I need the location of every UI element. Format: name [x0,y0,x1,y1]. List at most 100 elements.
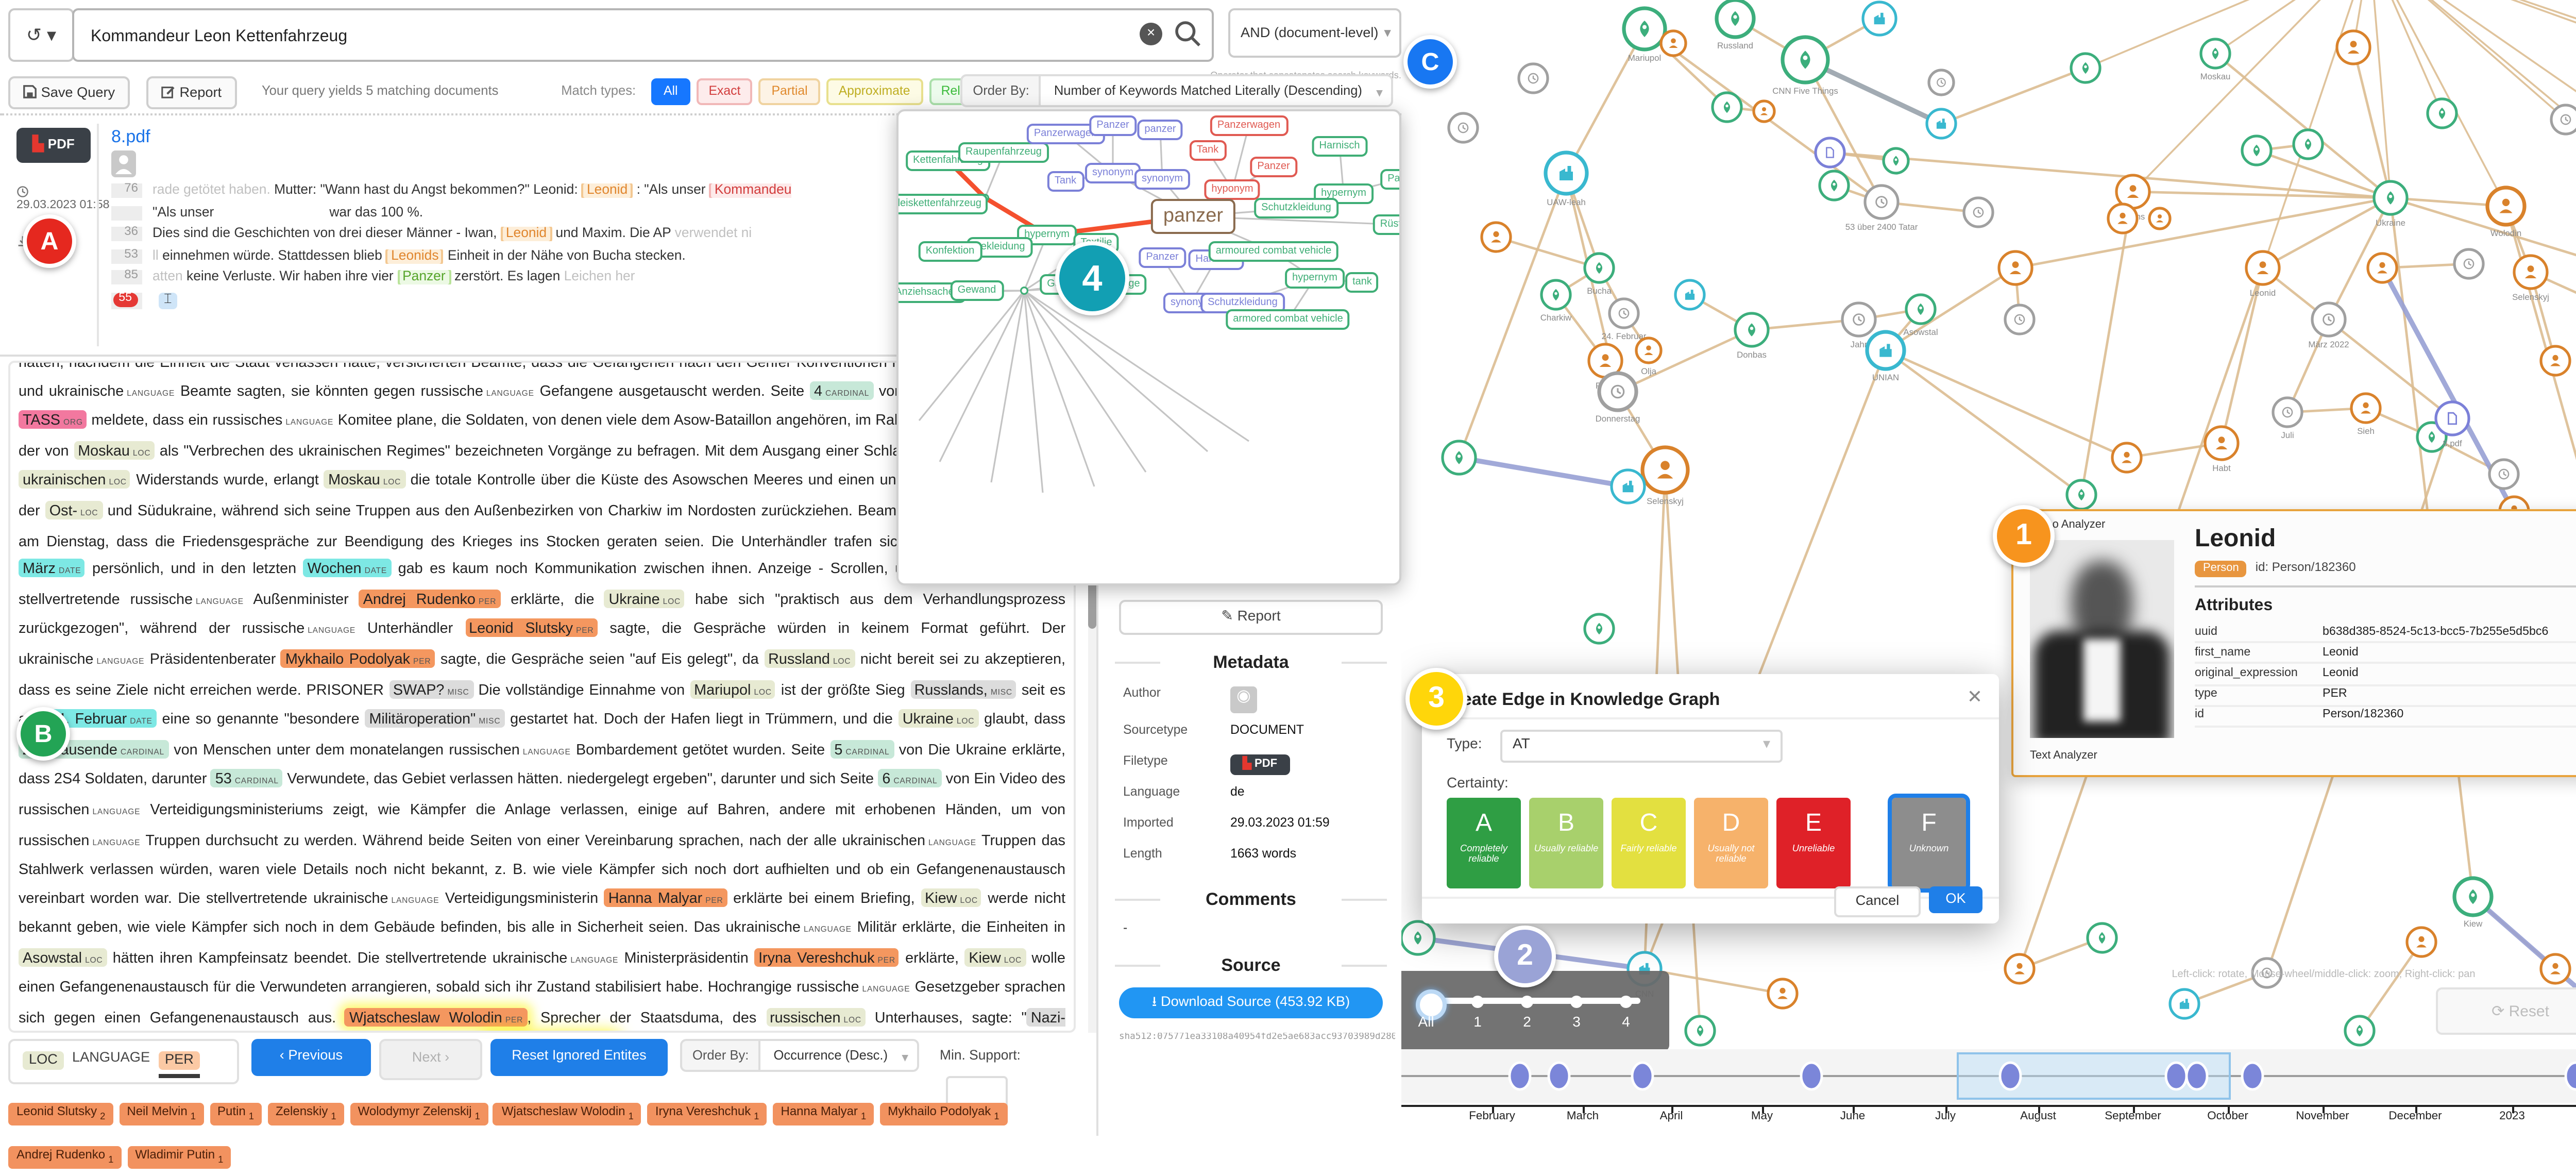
graph-node-per[interactable] [1752,99,1776,123]
graph-node-per[interactable] [1659,29,1687,57]
graph-node-per[interactable] [1767,978,1799,1010]
graph-node-org[interactable]: UAW-leah [1544,150,1589,207]
per-chip[interactable]: Zelenskiy 1 [267,1103,345,1126]
semantic-node[interactable]: Panz [1380,169,1399,190]
graph-node-loc[interactable] [2426,97,2458,129]
entity-loc[interactable]: Kiew LOC [964,948,1026,967]
graph-node-loc[interactable] [1882,147,1910,175]
semantic-node[interactable]: Anziehsachen [899,282,967,303]
per-chip[interactable]: Wladimir Putin 1 [127,1146,232,1170]
graph-node-time[interactable] [2488,458,2520,490]
entity-language[interactable]: russischen LANGUAGE [19,799,141,818]
graph-node-per[interactable]: Selenskyj [1640,445,1690,506]
certainty-card-B[interactable]: B Usually reliable [1529,798,1603,888]
entity-language[interactable]: ukrainische LANGUAGE [48,380,175,399]
timeline-event-dot[interactable] [1508,1061,1532,1091]
entity-language[interactable]: russisches LANGUAGE [212,410,334,429]
order-by-select[interactable]: Number of Keywords Matched Literally (De… [1041,74,1393,107]
semantic-node[interactable]: Tank [1047,171,1084,192]
semantic-node[interactable]: Schutzkleidung [1254,198,1338,219]
graph-node-time[interactable] [1927,69,1955,96]
per-chip[interactable]: Mykhailo Podolyak 1 [879,1103,1008,1126]
graph-node-per[interactable] [2539,345,2571,377]
per-chip[interactable]: Iryna Vereshchuk 1 [647,1103,768,1126]
previous-button[interactable]: ‹ Previous [251,1039,371,1076]
semantic-node[interactable]: armoured combat vehicle [1208,241,1339,262]
graph-node-doc[interactable]: 8.pdf [2434,400,2470,448]
graph-node-loc[interactable]: Asowstal [1903,293,1938,337]
entity-per[interactable]: Mykhailo Podolyak PER [281,649,435,668]
graph-node-org[interactable]: UNIAN [1865,330,1906,382]
certainty-card-A[interactable]: A Completely reliable [1447,798,1521,888]
graph-node-loc[interactable] [1583,613,1615,645]
graph-node-org[interactable] [1925,108,1957,140]
entity-loc[interactable]: russischen LOC [766,1008,866,1027]
graph-node-time[interactable]: März 2022 [2308,301,2349,349]
entity-loc[interactable]: Mariupol LOC [690,679,776,698]
timeline-event-dot[interactable] [2564,1061,2576,1091]
semantic-node[interactable]: Panzer [1089,115,1137,136]
entity-date[interactable]: 24. Februar DATE [44,709,157,728]
entity-language[interactable]: ukrainische LANGUAGE [19,649,145,668]
certainty-card-F[interactable]: F Unknown [1888,794,1970,893]
timeline-event-dot[interactable] [2241,1061,2264,1091]
semantic-node[interactable]: Raupenfahrzeug [958,142,1049,163]
entity-loc[interactable]: Moskau LOC [74,441,155,460]
graph-node-time[interactable]: 53 über 2400 Tatar [1845,184,1918,232]
graph-node-loc[interactable] [1441,440,1477,476]
depth-label-4[interactable]: 4 [1622,1016,1630,1031]
graph-node-doc[interactable] [1814,137,1846,169]
depth-label-All[interactable]: All [1418,1016,1434,1031]
graph-node-per[interactable]: Sieh [2350,392,2382,436]
graph-node-time[interactable] [2550,104,2576,136]
entity-language[interactable]: russischen LANGUAGE [449,739,571,758]
graph-node-loc[interactable] [1401,920,1436,956]
graph-node-per[interactable] [1997,250,2033,286]
certainty-card-E[interactable]: E Unreliable [1776,798,1851,888]
entity-per[interactable]: Iryna Vereshchuk PER [754,948,900,967]
graph-node-per[interactable] [2004,953,2036,985]
entity-per[interactable]: Hanna Malyar PER [604,887,727,906]
reset-ignored-entities-button[interactable]: Reset Ignored Entites [490,1039,668,1076]
entity-date[interactable]: Wochen DATE [303,559,392,578]
certainty-card-D[interactable]: D Usually not reliable [1694,798,1768,888]
graph-node-per[interactable] [1480,221,1512,253]
entity-loc[interactable]: Russland LOC [764,649,855,668]
graph-node-time[interactable]: Juli [2272,396,2303,440]
semantic-graph-overlay[interactable]: Kettenfahrzeug Raupenfahrzeug Gleiskettenf… [896,109,1401,585]
graph-node-loc[interactable]: Mariupol [1622,6,1667,63]
operator-select[interactable]: AND (document-level) ▾ [1228,8,1401,58]
entity-language[interactable]: russische LANGUAGE [796,978,910,997]
graph-node-per[interactable]: Selenskyj [2512,254,2549,302]
entity-loc[interactable]: Ost- LOC [45,500,103,519]
semantic-node[interactable]: Gewand [950,280,1004,301]
semantic-node[interactable]: Harnisch [1312,136,1367,157]
entity-org[interactable]: TASS ORG [19,410,87,429]
tab-loc[interactable]: LOC [23,1051,64,1070]
graph-node-org[interactable] [1861,1,1897,37]
entity-language[interactable]: russischen LANGUAGE [19,830,141,848]
semantic-node[interactable]: Tank [1189,140,1226,161]
entity-loc[interactable]: Asowstal LOC [19,948,107,967]
graph-node-per[interactable] [2366,252,2398,284]
doc-order-by-select[interactable]: Occurrence (Desc.) [761,1039,919,1072]
per-chip[interactable]: Hanna Malyar 1 [772,1103,875,1126]
modal-cancel-button[interactable]: Cancel [1834,886,1921,917]
graph-node-loc[interactable] [1818,170,1850,201]
graph-node-loc[interactable]: Bucha [1583,252,1615,296]
graph-node-time[interactable] [1517,62,1549,94]
entity-date[interactable]: März DATE [19,559,86,578]
entity-language[interactable]: ukrainischen LANGUAGE [842,830,976,848]
save-query-button[interactable]: Save Query [8,76,130,109]
entity-cardinal[interactable]: 4 CARDINAL [810,380,874,399]
timeline-event-dot[interactable] [1800,1061,1823,1091]
edge-type-select[interactable]: AT [1500,730,1783,763]
graph-node-per[interactable] [2405,926,2437,958]
match-type-chip-partial[interactable]: Partial [759,79,820,106]
graph-node-per[interactable]: Olja [1635,337,1663,376]
graph-node-loc[interactable] [1684,1015,1716,1047]
per-chip[interactable]: Putin 1 [209,1103,262,1126]
entity-language[interactable]: russische LANGUAGE [130,589,244,608]
certainty-card-C[interactable]: C Fairly reliable [1612,798,1686,888]
search-history-icon[interactable]: ↺ ▾ [8,8,74,62]
